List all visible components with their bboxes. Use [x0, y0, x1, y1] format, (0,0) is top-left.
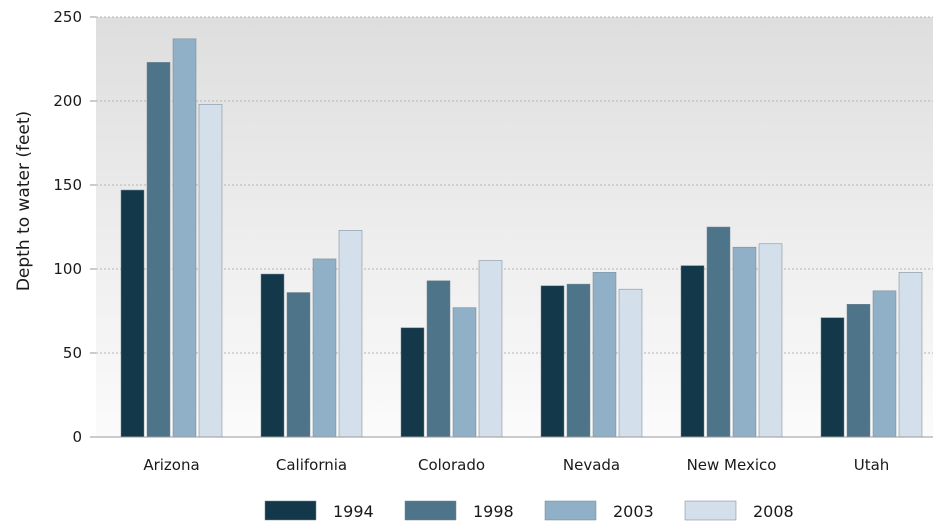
bar-california-1994 — [260, 273, 285, 438]
x-tick-label: New Mexico — [687, 456, 777, 474]
bar-utah-2008 — [898, 272, 923, 438]
legend-label-2003: 2003 — [613, 502, 654, 521]
bar-new-mexico-1994 — [680, 265, 705, 438]
bar-arizona-1994 — [120, 189, 145, 438]
bar-colorado-2008 — [478, 260, 503, 438]
bar-utah-1998 — [846, 304, 871, 438]
y-tick-label: 250 — [53, 8, 82, 26]
bar-nevada-2008 — [618, 288, 643, 438]
bar-nevada-1998 — [566, 283, 591, 438]
y-tick-label: 100 — [53, 260, 82, 278]
bar-arizona-2008 — [198, 104, 223, 438]
y-tick-label: 0 — [72, 428, 82, 446]
bar-utah-2003 — [872, 290, 897, 438]
y-axis-title: Depth to water (feet) — [14, 111, 34, 291]
x-tick-labels: Arizona California Colorado Nevada New Mexic… — [143, 456, 889, 474]
bars — [120, 38, 923, 438]
bar-new-mexico-2008 — [758, 243, 783, 438]
legend-swatch-2003 — [544, 500, 597, 521]
legend-swatch-2008 — [684, 500, 737, 521]
bar-colorado-2003 — [452, 307, 477, 438]
legend-label-2008: 2008 — [753, 502, 794, 521]
y-tick-labels: 0 50 100 150 200 250 — [53, 8, 82, 446]
x-tick-label: California — [276, 456, 347, 474]
bar-nevada-2003 — [592, 272, 617, 438]
bar-new-mexico-2003 — [732, 246, 757, 438]
y-tick-label: 200 — [53, 92, 82, 110]
bar-colorado-1998 — [426, 280, 451, 438]
legend: 1994 1998 2003 2008 — [264, 500, 794, 521]
legend-swatch-1994 — [264, 500, 317, 521]
bar-utah-1994 — [820, 317, 845, 438]
y-tick-label: 150 — [53, 176, 82, 194]
bar-colorado-1994 — [400, 327, 425, 438]
bar-california-2003 — [312, 258, 337, 438]
bar-nevada-1994 — [540, 285, 565, 438]
bar-california-2008 — [338, 230, 363, 438]
x-tick-label: Colorado — [418, 456, 485, 474]
legend-swatch-1998 — [404, 500, 457, 521]
grid-lines — [90, 16, 933, 438]
x-tick-label: Utah — [854, 456, 890, 474]
bar-arizona-2003 — [172, 38, 197, 438]
bar-arizona-1998 — [146, 62, 171, 438]
legend-label-1998: 1998 — [473, 502, 514, 521]
y-tick-label: 50 — [63, 344, 82, 362]
plot-background — [96, 17, 933, 437]
x-tick-label: Nevada — [563, 456, 620, 474]
legend-label-1994: 1994 — [333, 502, 374, 521]
bar-california-1998 — [286, 292, 311, 438]
bar-new-mexico-1998 — [706, 226, 731, 438]
x-tick-label: Arizona — [143, 456, 199, 474]
